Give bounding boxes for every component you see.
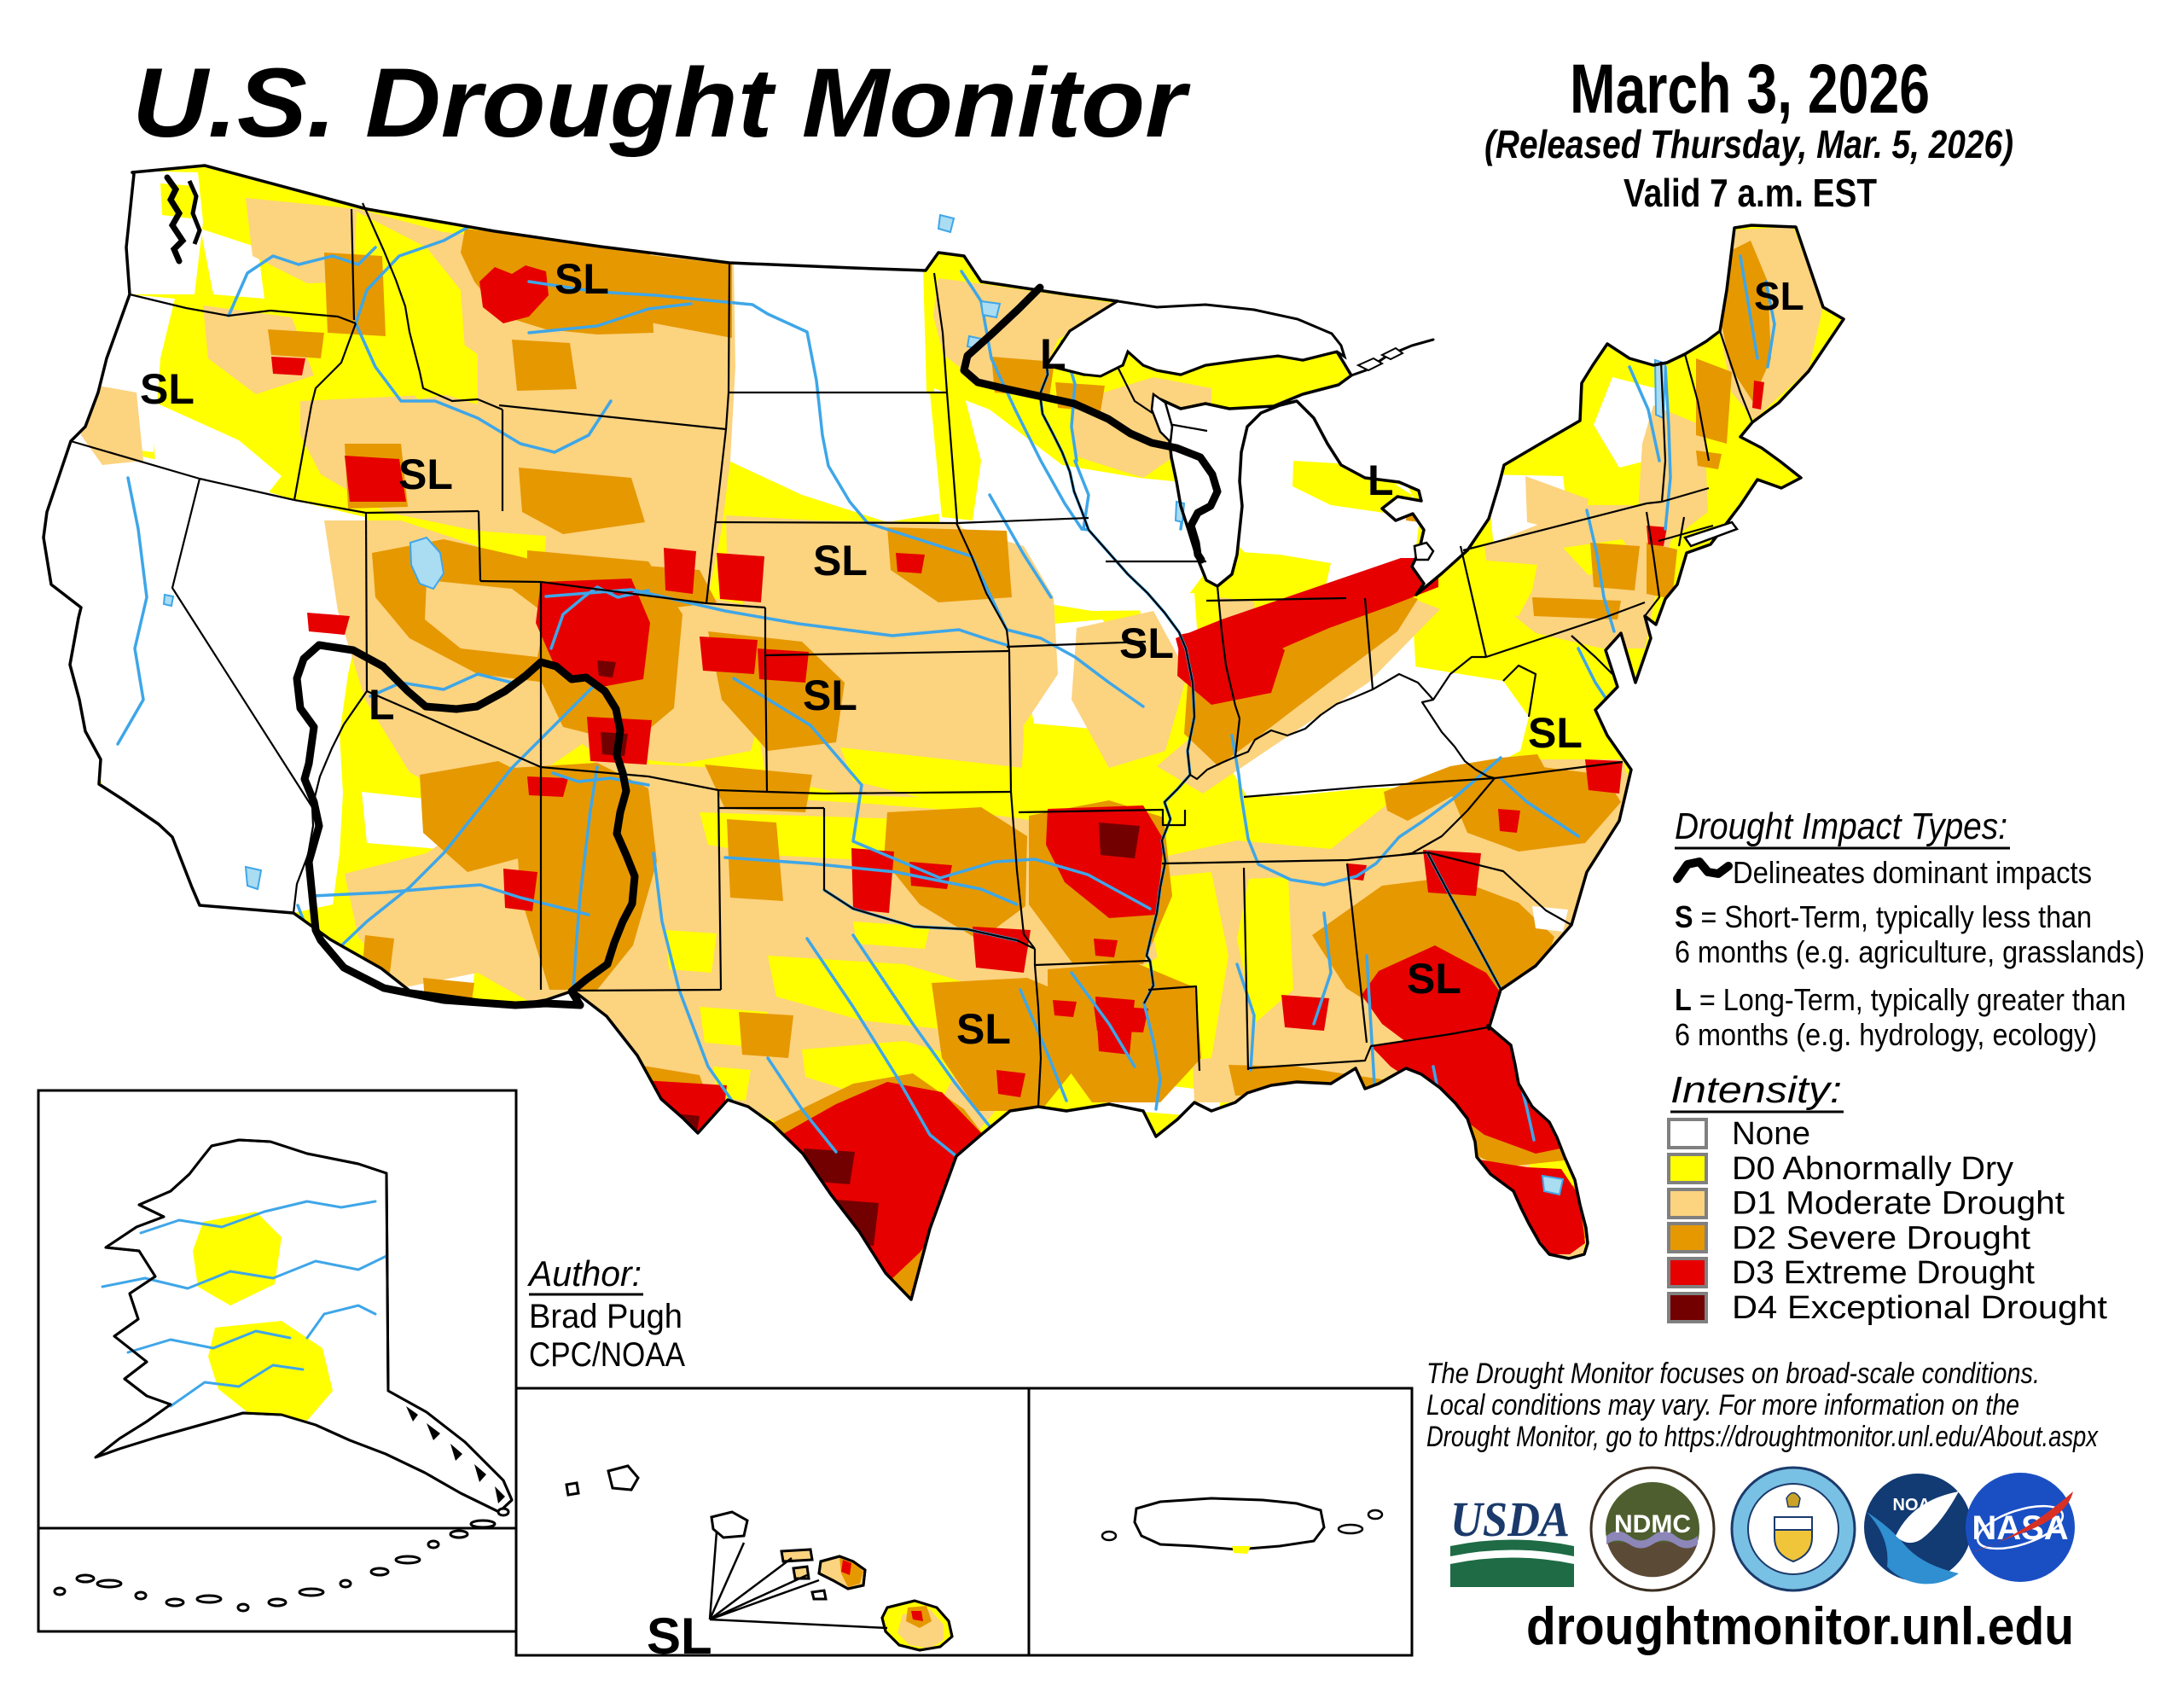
- svg-text:Intensity:: Intensity:: [1670, 1069, 1842, 1111]
- svg-text:L: L: [369, 681, 395, 729]
- svg-text:droughtmonitor.unl.edu: droughtmonitor.unl.edu: [1526, 1597, 2074, 1656]
- svg-text:SL: SL: [803, 672, 857, 719]
- svg-text:U.S. Drought Monitor: U.S. Drought Monitor: [132, 49, 1191, 158]
- svg-text:L = Long-Term, typically great: L = Long-Term, typically greater than: [1675, 982, 2126, 1017]
- svg-text:CPC/NOAA: CPC/NOAA: [529, 1336, 685, 1374]
- svg-text:D3 Extreme Drought: D3 Extreme Drought: [1732, 1255, 2035, 1291]
- svg-text:None: None: [1732, 1116, 1810, 1152]
- svg-text:SL: SL: [1119, 619, 1174, 667]
- svg-text:SL: SL: [813, 537, 868, 584]
- svg-text:USDA: USDA: [1450, 1491, 1570, 1547]
- svg-text:SL: SL: [140, 365, 195, 413]
- svg-text:SL: SL: [1407, 955, 1461, 1003]
- svg-text:L: L: [1040, 330, 1066, 378]
- svg-text:Local conditions may vary. For: Local conditions may vary. For more info…: [1426, 1389, 2019, 1422]
- svg-text:March 3, 2026: March 3, 2026: [1570, 50, 1930, 128]
- svg-text:SL: SL: [1528, 709, 1583, 757]
- svg-text:Drought Impact Types:: Drought Impact Types:: [1675, 805, 2007, 847]
- svg-text:The Drought Monitor focuses on: The Drought Monitor focuses on broad-sca…: [1426, 1358, 2040, 1390]
- svg-text:Valid 7 a.m. EST: Valid 7 a.m. EST: [1623, 171, 1877, 215]
- svg-text:NDMC: NDMC: [1614, 1510, 1691, 1538]
- svg-text:Drought Monitor, go to https:/: Drought Monitor, go to https://droughtmo…: [1426, 1421, 2099, 1453]
- svg-text:6 months (e.g. hydrology, ecol: 6 months (e.g. hydrology, ecology): [1675, 1017, 2097, 1052]
- svg-text:Author:: Author:: [526, 1253, 642, 1294]
- svg-text:L: L: [1368, 456, 1394, 504]
- svg-text:6 months (e.g. agriculture, gr: 6 months (e.g. agriculture, grasslands): [1675, 934, 2145, 969]
- svg-text:SL: SL: [398, 451, 453, 498]
- svg-text:Brad Pugh: Brad Pugh: [529, 1298, 682, 1335]
- svg-text:SL: SL: [647, 1608, 712, 1665]
- svg-text:S = Short-Term, typically less: S = Short-Term, typically less than: [1675, 899, 2092, 934]
- svg-text:SL: SL: [956, 1005, 1011, 1053]
- svg-text:D2 Severe Drought: D2 Severe Drought: [1732, 1220, 2030, 1256]
- svg-text:SL: SL: [555, 255, 609, 303]
- svg-text:D0 Abnormally Dry: D0 Abnormally Dry: [1732, 1151, 2013, 1187]
- svg-text:D4 Exceptional Drought: D4 Exceptional Drought: [1732, 1290, 2107, 1326]
- svg-text:(Released Thursday, Mar. 5, 20: (Released Thursday, Mar. 5, 2026): [1484, 122, 2013, 166]
- svg-text:D1 Moderate Drought: D1 Moderate Drought: [1732, 1186, 2065, 1222]
- svg-text:SL: SL: [1754, 274, 1804, 318]
- svg-text:Delineates dominant impacts: Delineates dominant impacts: [1733, 855, 2092, 890]
- svg-text:NOAA: NOAA: [1893, 1496, 1943, 1515]
